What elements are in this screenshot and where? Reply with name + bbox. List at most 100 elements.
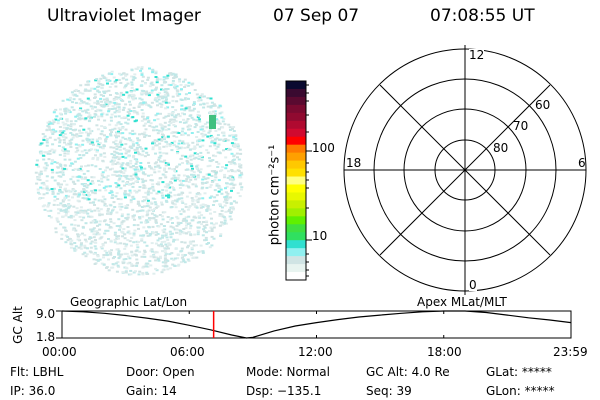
image-pixel	[63, 108, 67, 111]
image-pixel	[156, 132, 160, 135]
image-pixel	[61, 146, 65, 149]
image-pixel	[237, 158, 241, 161]
image-pixel	[162, 116, 166, 119]
time-label: 07:08:55 UT	[430, 6, 535, 26]
image-pixel	[198, 120, 202, 123]
image-pixel	[164, 264, 168, 267]
image-pixel	[205, 231, 208, 234]
image-pixel	[183, 98, 187, 101]
image-pixel	[70, 162, 74, 165]
image-pixel	[97, 209, 101, 212]
image-pixel	[106, 104, 110, 107]
image-pixel	[96, 259, 100, 262]
image-pixel	[161, 160, 165, 163]
image-pixel	[130, 147, 134, 150]
image-pixel	[59, 186, 62, 189]
image-pixel	[232, 184, 236, 187]
image-pixel	[211, 136, 215, 139]
image-pixel	[180, 247, 184, 250]
image-pixel	[190, 254, 193, 257]
image-pixel	[116, 264, 120, 267]
image-pixel	[112, 222, 116, 225]
image-pixel	[149, 201, 153, 204]
image-pixel	[121, 262, 125, 265]
image-pixel	[155, 251, 159, 254]
image-pixel	[75, 147, 79, 149]
image-pixel	[117, 257, 121, 260]
image-pixel	[69, 120, 73, 123]
image-pixel	[41, 154, 45, 157]
image-pixel	[176, 217, 180, 220]
image-pixel	[76, 211, 80, 214]
image-pixel	[134, 175, 138, 178]
image-pixel	[201, 182, 205, 185]
image-pixel	[147, 174, 150, 177]
image-pixel	[108, 226, 112, 228]
image-pixel	[170, 257, 174, 260]
image-pixel	[165, 91, 169, 94]
image-pixel	[63, 152, 67, 155]
image-pixel	[170, 118, 174, 121]
image-pixel	[173, 194, 177, 197]
image-pixel	[99, 77, 103, 80]
image-pixel	[117, 266, 121, 268]
image-pixel	[49, 209, 53, 212]
image-pixel	[111, 105, 115, 108]
image-pixel	[74, 115, 78, 118]
image-pixel	[164, 164, 168, 167]
image-pixel	[198, 145, 202, 148]
image-pixel	[163, 240, 167, 243]
image-pixel	[169, 236, 173, 239]
image-pixel	[137, 152, 140, 155]
image-pixel	[131, 78, 135, 81]
image-pixel	[108, 168, 112, 171]
image-pixel	[123, 86, 126, 89]
image-pixel	[191, 199, 195, 202]
image-pixel	[98, 212, 102, 215]
image-pixel	[134, 97, 137, 100]
image-pixel	[230, 169, 234, 171]
image-pixel	[46, 205, 50, 208]
image-pixel	[133, 229, 137, 232]
image-pixel	[213, 138, 217, 141]
image-pixel	[195, 93, 199, 96]
image-pixel	[158, 92, 162, 95]
image-pixel	[111, 161, 115, 164]
image-pixel	[99, 109, 103, 112]
image-pixel	[119, 175, 123, 178]
image-pixel	[40, 152, 43, 155]
image-pixel	[101, 147, 105, 150]
image-pixel	[101, 243, 105, 245]
image-pixel	[87, 237, 91, 240]
image-pixel	[146, 234, 150, 237]
image-pixel	[45, 129, 49, 132]
image-pixel	[93, 198, 97, 201]
image-pixel	[214, 147, 218, 150]
image-pixel	[113, 127, 117, 130]
image-pixel	[80, 165, 83, 168]
image-pixel	[188, 222, 192, 225]
image-pixel	[188, 92, 191, 94]
image-pixel	[111, 194, 115, 197]
image-pixel	[235, 143, 239, 146]
image-pixel	[128, 257, 132, 260]
image-pixel	[230, 142, 234, 145]
image-pixel	[87, 112, 91, 115]
image-pixel	[190, 132, 194, 134]
image-pixel	[157, 156, 161, 159]
image-pixel	[78, 215, 82, 218]
image-pixel	[70, 243, 74, 246]
image-pixel	[172, 174, 176, 177]
image-pixel	[126, 255, 130, 258]
image-pixel	[179, 89, 183, 92]
image-pixel	[130, 75, 134, 78]
image-pixel	[157, 138, 161, 141]
image-pixel	[113, 103, 117, 106]
image-pixel	[171, 112, 174, 114]
image-pixel	[82, 190, 86, 193]
image-pixel	[217, 185, 221, 187]
image-pixel	[124, 74, 128, 77]
image-pixel	[141, 92, 145, 95]
image-pixel	[83, 234, 87, 237]
